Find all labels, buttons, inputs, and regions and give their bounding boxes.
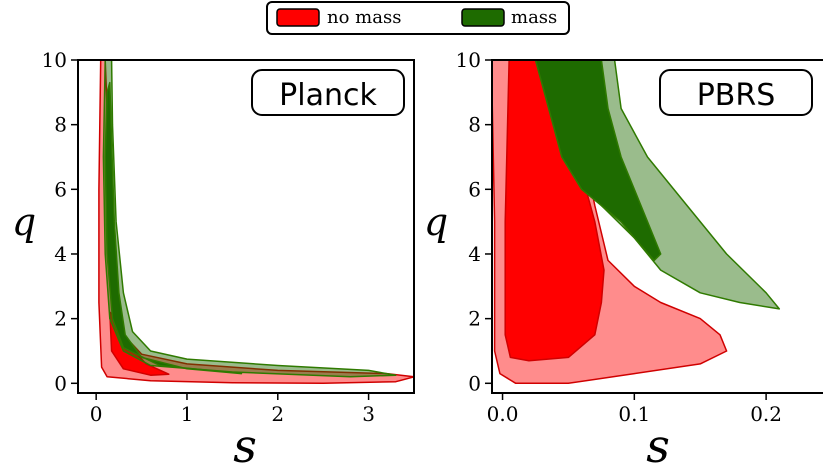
pbrs-ytick-label: 0 <box>468 371 481 395</box>
planck-ylabel: q <box>12 200 36 244</box>
planck-ytick-label: 10 <box>42 48 67 72</box>
planck-ytick-label: 2 <box>54 307 67 331</box>
pbrs-axes-frame <box>491 59 823 394</box>
pbrs-ytick-label: 4 <box>468 242 481 266</box>
planck-title-box: Planck <box>251 69 405 116</box>
planck-title: Planck <box>279 78 377 113</box>
pbrs-title-box: PBRS <box>659 69 813 116</box>
pbrs-ytick-label: 2 <box>468 307 481 331</box>
planck-contour-mass-68pct <box>104 81 243 375</box>
pbrs-title: PBRS <box>697 78 776 113</box>
pbrs-contours <box>492 60 781 385</box>
planck-axes-frame <box>77 59 415 394</box>
legend-swatch-no-mass <box>276 8 320 27</box>
pbrs-xtick-label: 0.1 <box>618 402 650 426</box>
pbrs-ylabel: q <box>424 200 448 244</box>
legend-label-mass: mass <box>511 7 557 28</box>
planck-xtick-label: 0 <box>90 402 103 426</box>
planck-ytick-label: 8 <box>54 113 67 137</box>
planck-ytick-label: 6 <box>54 177 67 201</box>
planck-ytick-label: 0 <box>54 371 67 395</box>
pbrs-contour-mass-68pct <box>534 60 662 262</box>
planck-xtick-label: 3 <box>362 402 375 426</box>
panel-planck: 0 1 2 3 0 2 4 6 8 10 Planck q s <box>12 48 415 470</box>
planck-contours <box>98 60 414 385</box>
pbrs-ytick-label: 6 <box>468 177 481 201</box>
legend: no mass mass <box>266 1 570 35</box>
pbrs-ytick-label: 10 <box>456 48 481 72</box>
legend-swatch-mass <box>461 8 505 27</box>
planck-ticks: 0 1 2 3 0 2 4 6 8 10 <box>42 48 375 426</box>
planck-xlabel: s <box>233 419 257 470</box>
pbrs-ticks: 0.0 0.1 0.2 0 2 4 6 8 10 <box>456 48 782 426</box>
pbrs-xlabel: s <box>646 419 670 470</box>
planck-xtick-label: 2 <box>271 402 284 426</box>
legend-label-no-mass: no mass <box>327 7 401 28</box>
planck-xtick-label: 1 <box>181 402 194 426</box>
pbrs-xtick-label: 0.2 <box>750 402 782 426</box>
panel-pbrs: 0.0 0.1 0.2 0 2 4 6 8 10 PBRS q s <box>424 48 823 470</box>
pbrs-ytick-label: 8 <box>468 113 481 137</box>
pbrs-xtick-label: 0.0 <box>487 402 519 426</box>
planck-ytick-label: 4 <box>54 242 67 266</box>
